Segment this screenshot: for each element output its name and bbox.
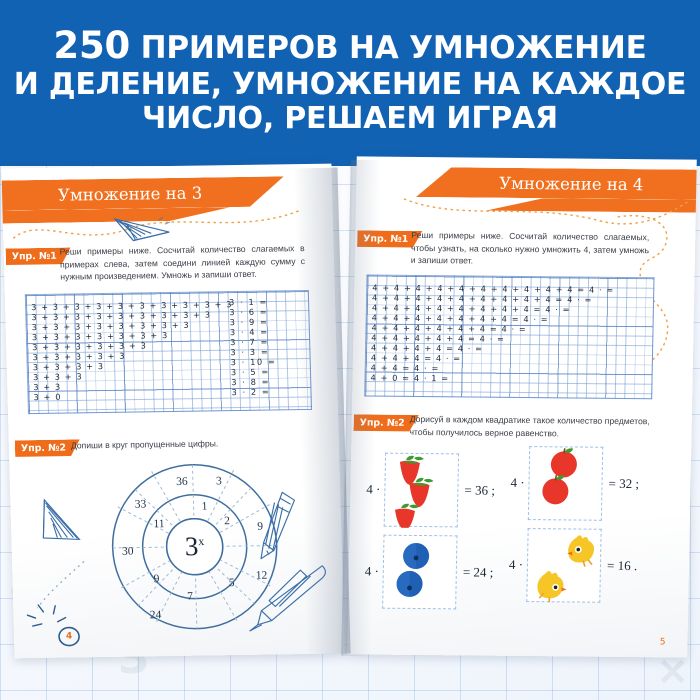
right-item-result: = 16 . — [606, 557, 638, 574]
right-item-row: 4 · = 24 ; — [364, 534, 494, 610]
right-page-number: 5 — [659, 637, 666, 648]
right-page: Умножение на 4 Упр. №1 Реши примеры ниже… — [347, 156, 697, 658]
left-product-row: 3 · 6 = — [229, 306, 269, 318]
banner-count: 250 — [53, 23, 131, 67]
wheel-outer-number: 33 — [134, 498, 147, 511]
left-product-row: 3 · 3 = — [230, 346, 270, 358]
right-section-title: Умножение на 4 — [499, 173, 644, 194]
right-item-row: 4 · — [508, 528, 638, 603]
apple-icon — [542, 447, 578, 505]
left-section-title: Умножение на 3 — [57, 183, 203, 205]
left-product-row: 3 · 1 = — [228, 296, 269, 308]
left-page-number-text: 4 — [65, 631, 73, 642]
left-sum-row: 3 + 0 — [33, 391, 62, 403]
wheel-inner-number: 1 — [201, 500, 208, 513]
left-section-header: Умножение на 3 — [1, 176, 284, 210]
right-section-header: Умножение на 4 — [416, 167, 697, 200]
title-banner: 250 ПРИМЕРОВ НА УМНОЖЕНИЕ И ДЕЛЕНИЕ, УМН… — [0, 0, 700, 166]
wheel-outer-number: 36 — [176, 475, 188, 488]
right-ribbon-tail — [486, 198, 697, 213]
right-item-row: 4 · = 32 ; — [510, 446, 640, 521]
wheel-center-number: 3 — [184, 531, 199, 562]
open-book: Умножение на 3 Упр. №1 Реши примеры н — [0, 150, 700, 670]
wheel-outer-number: 3 — [215, 475, 222, 488]
right-eq-row: 4 + 0 = 4 · 1 = — [370, 372, 450, 384]
dotted-spark-left — [26, 560, 85, 627]
left-sum-row: 3 + 3 + 3 + 3 — [32, 361, 105, 373]
left-sum-row: 3 + 3 — [33, 381, 62, 393]
wheel-outer-number: 30 — [121, 545, 134, 558]
right-ex2-text: Дорисуй в каждом квадратике такое количе… — [409, 413, 650, 439]
right-item-lead: 4 · — [364, 563, 380, 579]
wheel-inner-number: 5 — [228, 577, 235, 590]
right-item-lead: 4 · — [366, 481, 381, 497]
left-product-row: 3 · 4 = — [229, 326, 269, 338]
right-ex1-text: Реши примеры ниже. Сосчитай количество с… — [410, 229, 650, 266]
paper-plane-lower-icon — [42, 498, 81, 540]
left-product-row: 3 · 5 = — [230, 366, 270, 378]
wheel-outer-number: 12 — [255, 569, 268, 582]
left-product-row: 3 · 8 = — [231, 376, 271, 388]
multiplication-wheel: 3х 1 2 5 7 9 11 3 9 12 24 30 33 36 — [107, 460, 282, 632]
wheel-rings — [111, 463, 278, 630]
blueberry-icon — [396, 542, 430, 597]
left-sum-row: 3 + 3 + 3 + 3 + 3 — [32, 350, 126, 363]
banner-line-1: 250 ПРИМЕРОВ НА УМНОЖЕНИЕ — [53, 23, 647, 68]
wheel-center-sup: х — [198, 534, 205, 549]
page-number-circle — [58, 626, 80, 647]
wheel-outer-number: 9 — [257, 520, 264, 533]
left-product-row: 3 · 2 = — [231, 386, 271, 398]
wheel-inner-number: 2 — [223, 515, 231, 528]
right-item-lead: 4 · — [510, 474, 525, 491]
wheel-inner-number: 7 — [186, 590, 194, 603]
right-item-result: = 24 ; — [462, 564, 494, 580]
left-product-row: 3 · 7 = — [230, 336, 270, 348]
right-item-box[interactable] — [383, 452, 460, 530]
left-product-row: 3 · 9 = — [229, 316, 269, 328]
banner-line-1-rest: ПРИМЕРОВ НА УМНОЖЕНИЕ — [140, 29, 647, 66]
left-page-number: 4 — [58, 626, 80, 647]
strawberry-icon — [395, 455, 434, 530]
right-item-lead: 4 · — [508, 556, 524, 573]
wheel-outer-number: 24 — [149, 609, 162, 622]
banner-line-2: И ДЕЛЕНИЕ, УМНОЖЕНИЕ НА КАЖДОЕ — [13, 66, 687, 102]
wheel-inner-number: 9 — [153, 573, 160, 586]
right-item-box[interactable] — [526, 528, 602, 603]
wheel-center-label: 3х — [185, 531, 205, 562]
left-page: Умножение на 3 Упр. №1 Реши примеры н — [1, 163, 345, 659]
right-item-box[interactable] — [527, 446, 604, 521]
banner-line-3: ЧИСЛО, РЕШАЕМ ИГРАЯ — [142, 101, 558, 137]
left-ex2-text: Допиши в круг пропущенные цифры. — [70, 438, 219, 451]
right-item-result: = 36 ; — [464, 482, 496, 498]
left-sum-row: 3 + 3 + 3 — [32, 371, 83, 383]
chick-icon — [537, 535, 595, 603]
right-item-result: = 32 ; — [608, 475, 640, 492]
right-item-box[interactable] — [382, 534, 458, 610]
right-eq-row: 4 + 4 = 4 · = — [370, 362, 440, 374]
wheel-inner-number: 11 — [153, 518, 165, 531]
left-ex1-text: Реши примеры ниже. Сосчитай количество с… — [59, 243, 306, 283]
left-product-row: 3 · 10 = — [230, 356, 277, 368]
right-item-row: 4 · — [366, 452, 496, 530]
